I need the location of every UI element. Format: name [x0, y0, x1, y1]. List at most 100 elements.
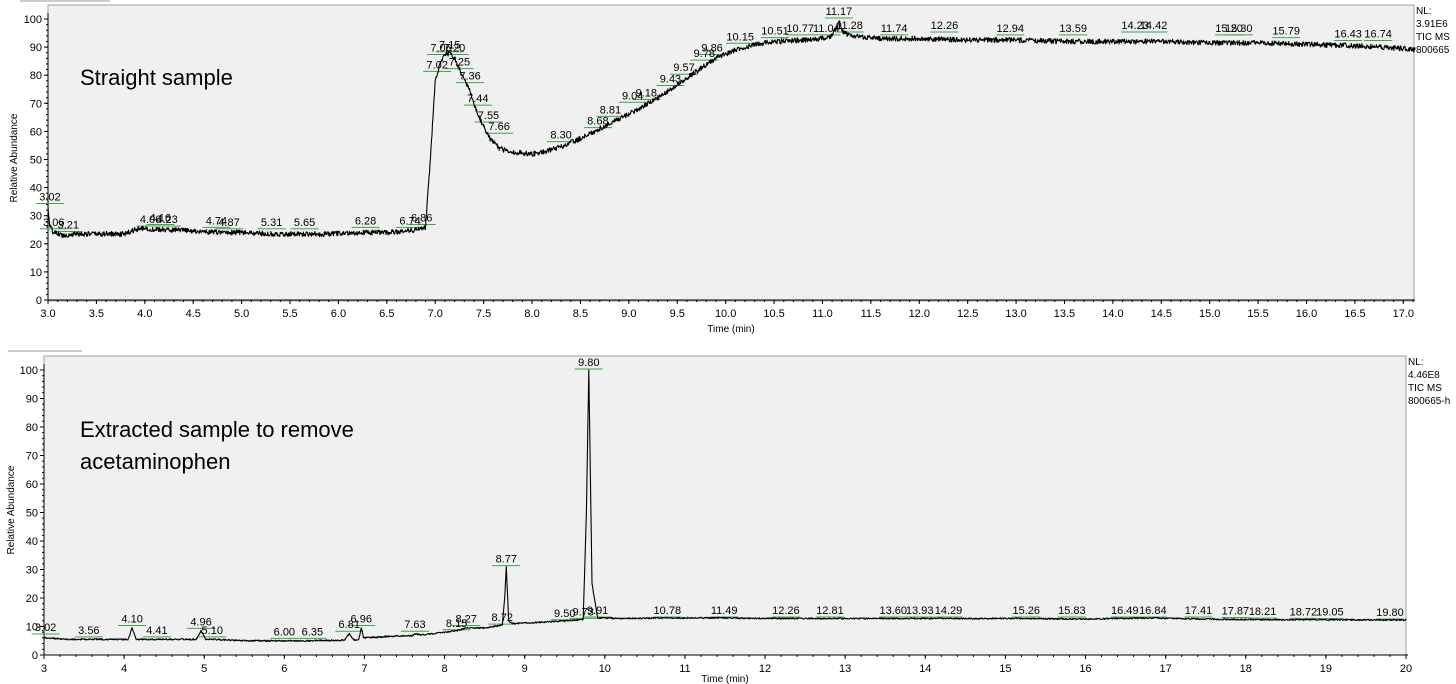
peak-label: 11.28: [836, 20, 863, 32]
peak-label: 9.80: [578, 357, 599, 369]
peak-label: 4.16: [150, 213, 171, 225]
x-tick-label: 9.5: [670, 308, 685, 320]
peak-label: 11.17: [826, 6, 853, 18]
peak-label: 18.21: [1249, 606, 1277, 618]
nl-label: NL:: [1408, 357, 1424, 368]
x-axis-title: Time (min): [701, 674, 748, 684]
x-tick-label: 10: [599, 663, 611, 675]
x-axis: 3 4 5 6 7 8 9 10 11 12 13 14 15 16 17 18 19 20: [41, 654, 1412, 675]
peak-label: 3.06: [43, 217, 64, 229]
panel-title-line-2: acetaminophen: [80, 449, 230, 474]
peak-label: 4.96: [190, 616, 211, 628]
y-tick-label: 60: [26, 479, 38, 491]
x-tick-label: 4.0: [137, 308, 152, 320]
peak-label: 8.77: [496, 554, 517, 566]
x-tick-label: 18: [1240, 663, 1252, 675]
peak-label: 7.25: [449, 57, 470, 69]
peak-label: 7.20: [444, 43, 465, 55]
y-tick-label: 50: [26, 508, 38, 520]
peak-label: 6.86: [411, 213, 432, 225]
y-tick-label: 80: [30, 70, 42, 82]
x-tick-label: 12.0: [909, 308, 930, 320]
peak-label: 16.43: [1334, 28, 1362, 40]
peak-label: 16.49: [1111, 605, 1139, 617]
y-tick-label: 50: [30, 155, 42, 167]
file-name: 800665: [1416, 45, 1450, 56]
peak-label: 15.83: [1058, 605, 1086, 617]
x-tick-label: 15.0: [1199, 308, 1220, 320]
peak-label: 8.72: [492, 612, 513, 624]
y-tick-label: 70: [26, 451, 38, 463]
peak-label: 13.59: [1059, 23, 1087, 35]
x-tick-label: 10.5: [763, 308, 784, 320]
scan-type: TIC MS: [1416, 32, 1450, 43]
scan-annotation: NL: 3.91E6 TIC MS 800665: [1416, 6, 1450, 56]
plot-area: [43, 355, 1407, 656]
x-tick-label: 11.5: [861, 308, 882, 320]
peak-label: 7.02: [426, 59, 447, 71]
x-tick-label: 13.0: [1005, 308, 1026, 320]
peak-label: 5.65: [294, 217, 315, 229]
tic-trace: [47, 20, 1416, 239]
x-tick-label: 14.5: [1151, 308, 1172, 320]
x-tick-label: 3.0: [40, 308, 55, 320]
nl-value: 3.91E6: [1416, 19, 1448, 30]
peak-label: 8.15: [446, 618, 467, 630]
peak-label: 6.81: [339, 619, 360, 631]
peak-label: 6.35: [302, 626, 323, 638]
x-tick-label: 10.0: [715, 308, 736, 320]
x-tick-label: 7.0: [428, 308, 443, 320]
x-tick-label: 13: [839, 663, 851, 675]
peak-label: 9.18: [636, 87, 657, 99]
y-tick-label: 30: [30, 211, 42, 223]
x-axis: 3.0 3.5 4.0 4.5 5.0 5.5 6.0 6.5 7.0 7.5 8.0 8.5 9.0 9…: [40, 299, 1415, 320]
peak-label: 15.30: [1225, 23, 1253, 35]
peak-label: 5.31: [261, 217, 282, 229]
peak-label: 19.80: [1376, 607, 1404, 619]
peak-label: 6.96: [351, 614, 372, 626]
peak-label: 8.68: [587, 116, 608, 128]
peak-label: 17.41: [1185, 605, 1213, 617]
peak-label: 12.94: [997, 23, 1025, 35]
x-tick-label: 5: [201, 663, 207, 675]
peak-label: 3.21: [58, 220, 79, 232]
peak-label: 9.86: [701, 43, 722, 55]
peak-label: 15.26: [1012, 605, 1040, 617]
peak-label: 9.78: [694, 48, 715, 60]
plot-area: [47, 4, 1415, 302]
x-tick-label: 20: [1400, 663, 1412, 675]
straight-sample-panel: 3.0 3.5 4.0 4.5 5.0 5.5 6.0 6.5 7.0 7.5 8.0 8.5 9.0 9…: [9, 0, 1450, 335]
peak-label: 9.43: [660, 73, 681, 85]
x-tick-label: 7: [361, 663, 367, 675]
x-tick-label: 3.5: [89, 308, 104, 320]
peak-label: 5.10: [202, 625, 223, 637]
x-tick-label: 17.0: [1393, 308, 1414, 320]
y-tick-label: 10: [26, 622, 38, 634]
nl-label: NL:: [1416, 6, 1432, 17]
x-tick-label: 7.5: [476, 308, 491, 320]
y-tick-label: 80: [26, 422, 38, 434]
peak-label: 19.05: [1316, 607, 1344, 619]
y-tick-label: 90: [26, 394, 38, 406]
scan-annotation: NL: 4.46E8 TIC MS 800665-h: [1408, 357, 1450, 407]
peak-label: 4.41: [146, 625, 167, 637]
x-tick-label: 12.5: [957, 308, 978, 320]
x-tick-label: 6.5: [379, 308, 394, 320]
peak-label: 7.55: [478, 110, 499, 122]
peak-label: 9.04: [622, 90, 643, 102]
x-tick-label: 11: [679, 663, 690, 675]
x-tick-label: 15.5: [1247, 308, 1268, 320]
peak-label: 7.36: [459, 71, 480, 83]
y-axis: 0 10 20 30 40 50 60 70 80 90 100: [20, 364, 45, 662]
x-tick-label: 8.5: [573, 308, 588, 320]
y-tick-label: 40: [30, 183, 42, 195]
peak-label: 16.84: [1139, 605, 1167, 617]
x-tick-label: 9.0: [621, 308, 636, 320]
peak-label: 3.02: [39, 191, 60, 203]
y-tick-label: 40: [26, 536, 38, 548]
y-tick-label: 10: [30, 267, 42, 279]
y-axis-title: Relative Abundance: [6, 465, 17, 554]
x-tick-label: 17: [1160, 663, 1172, 675]
x-tick-label: 16: [1079, 663, 1091, 675]
